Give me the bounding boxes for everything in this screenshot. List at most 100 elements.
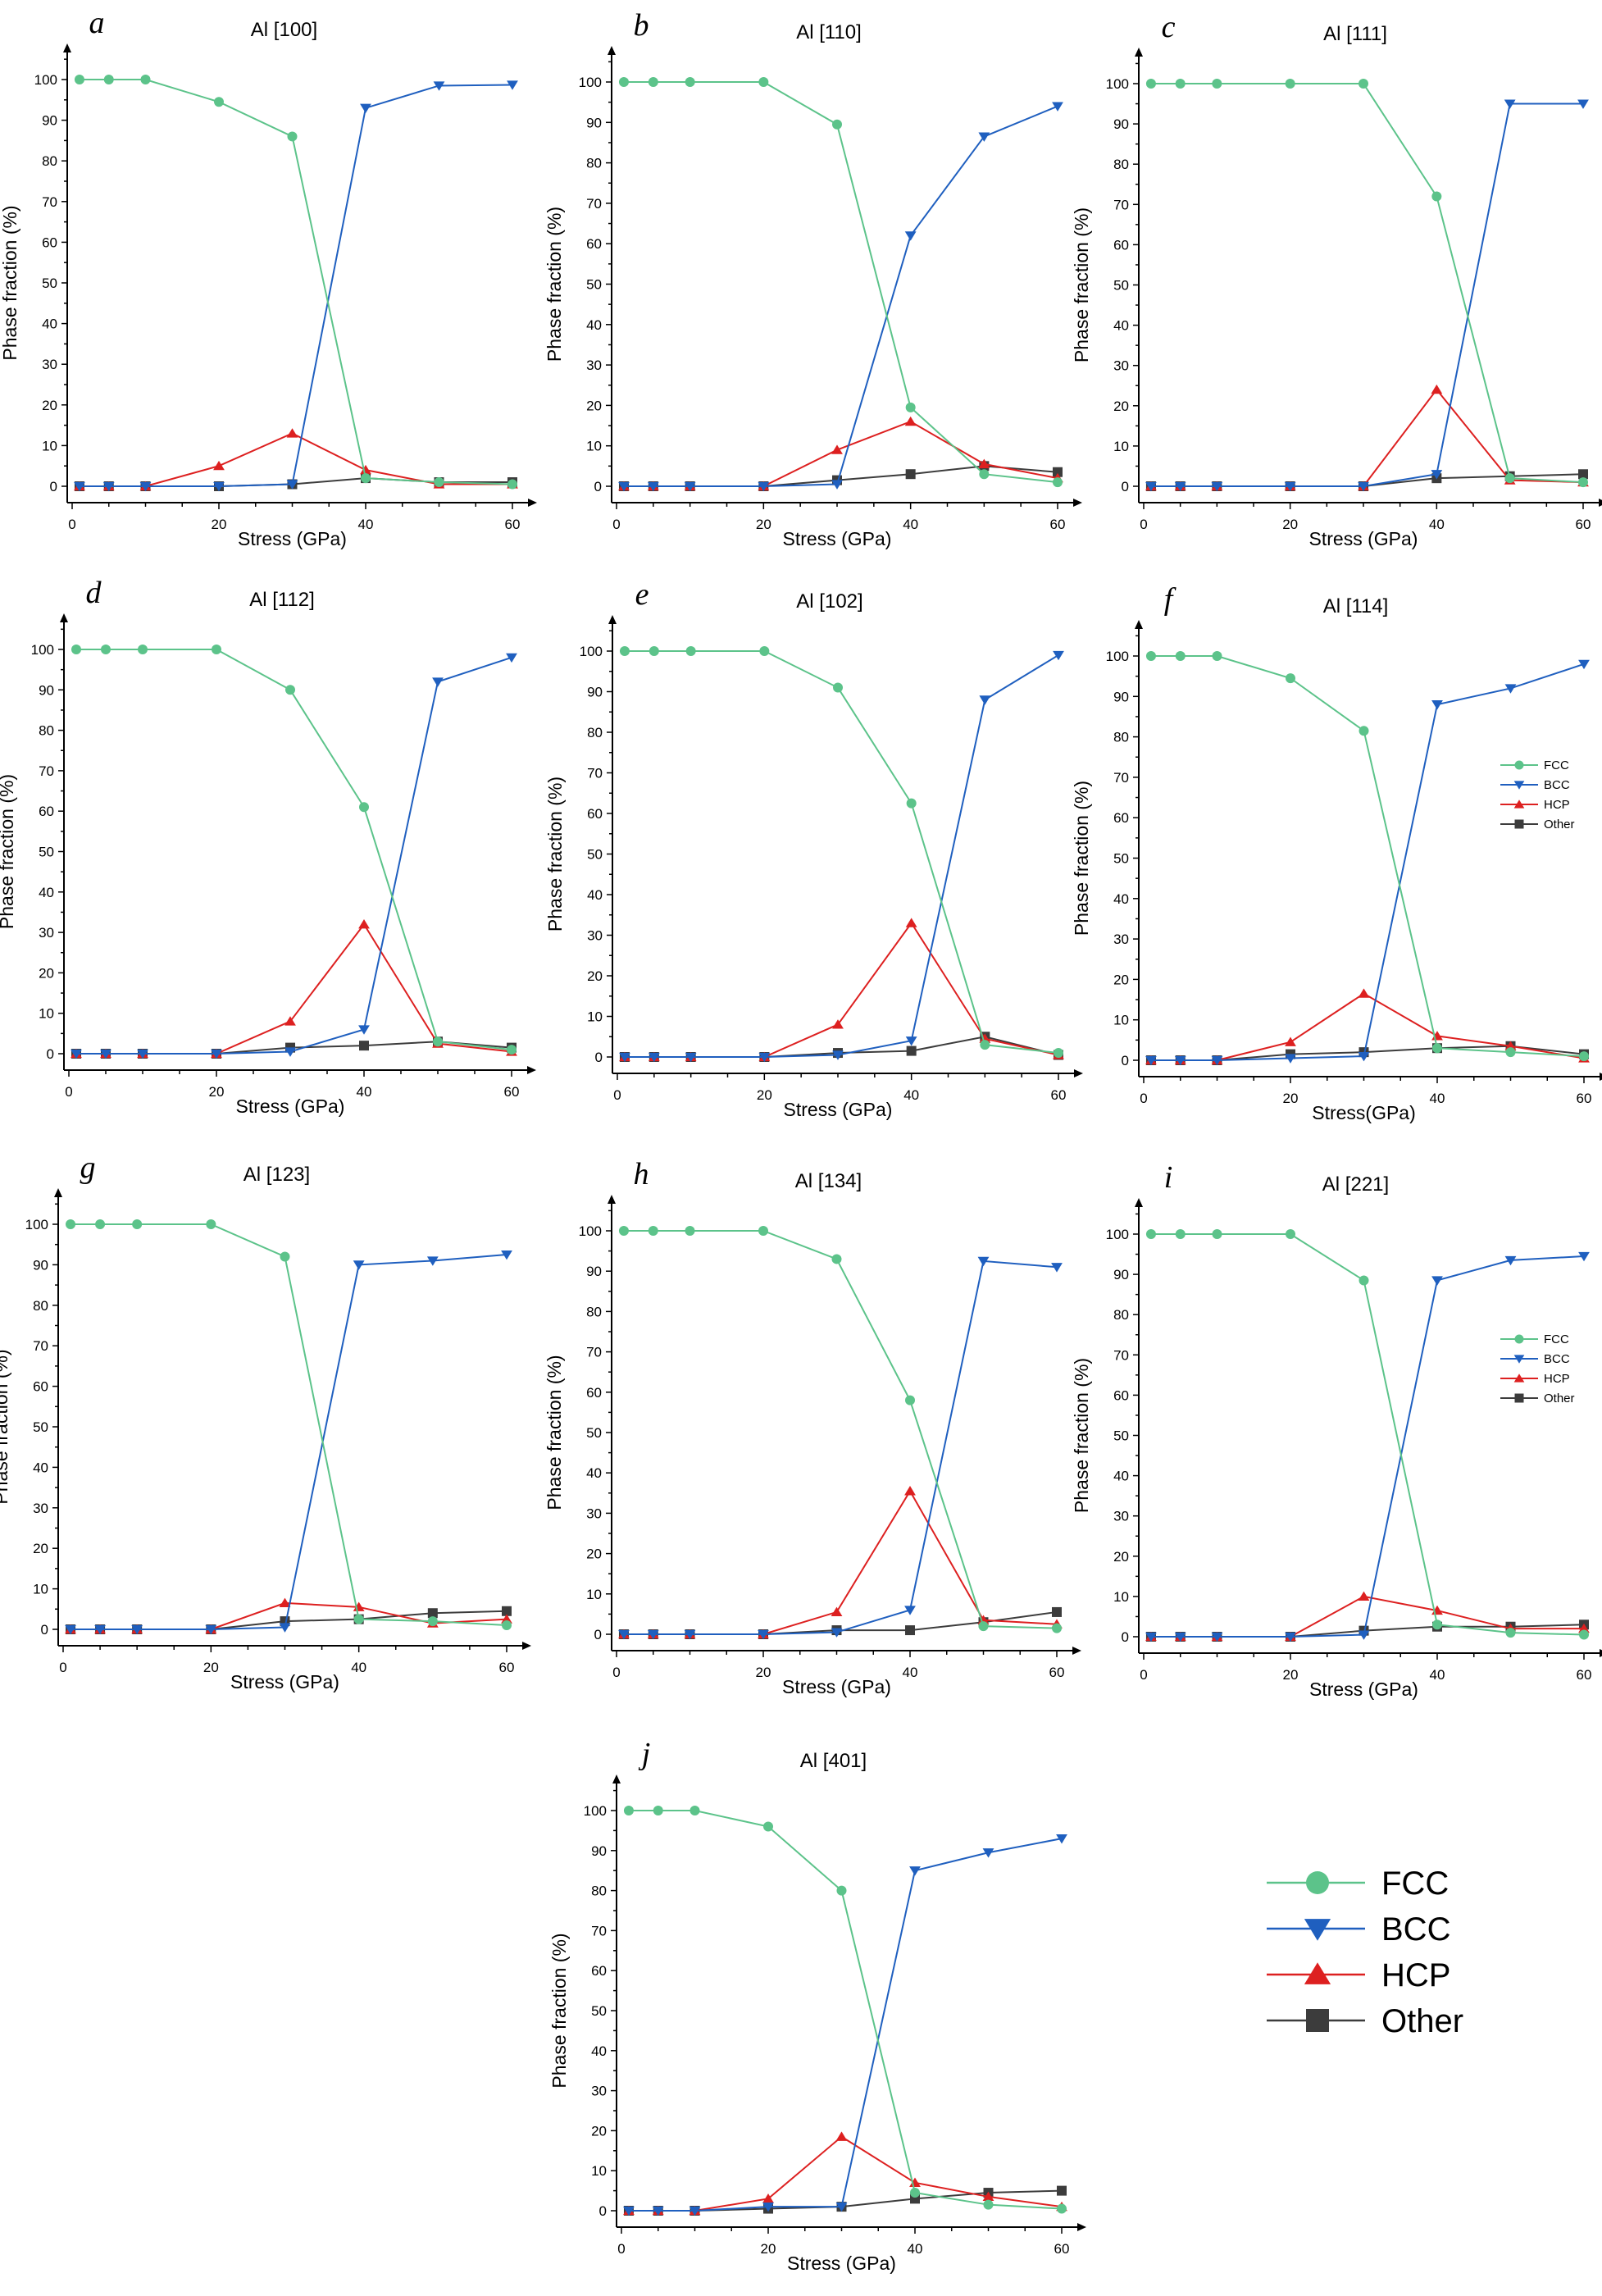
panel-g: 0 10 20 30 40 50 60 70 80 90 100 0 20 40 60 Stress (GPa… [0, 1150, 531, 1692]
legend-marker-bcc [1513, 781, 1525, 790]
data-point-other [1053, 467, 1063, 477]
x-axis-arrow [1600, 1649, 1602, 1657]
data-point-fcc [1175, 651, 1186, 661]
data-point-fcc [361, 473, 371, 484]
y-tick-label: 90 [586, 115, 602, 130]
data-point-fcc [623, 1806, 634, 1815]
x-axis-label: Stress (GPa) [782, 1676, 891, 1697]
y-axis-label: Phase fraction (%) [544, 1355, 565, 1510]
data-point-bcc [1145, 1055, 1157, 1066]
data-point-bcc [904, 231, 917, 241]
x-tick-label: 20 [756, 1665, 771, 1680]
data-point-bcc [1211, 1055, 1223, 1066]
data-point-bcc [1145, 1632, 1157, 1642]
data-point-bcc [1578, 1251, 1590, 1262]
y-tick-label: 30 [587, 928, 603, 944]
data-point-fcc [1431, 191, 1442, 202]
y-axis-arrow [612, 1774, 621, 1784]
data-point-bcc [1504, 99, 1516, 109]
data-point-bcc [1578, 659, 1590, 670]
legend-label-other: Other [1544, 1392, 1575, 1405]
series-line-fcc [79, 79, 513, 485]
y-tick-label: 0 [595, 1050, 603, 1065]
y-axis-arrow [60, 613, 68, 622]
data-point-bcc [360, 103, 371, 114]
y-tick-label: 30 [33, 1501, 48, 1516]
y-tick-label: 90 [591, 1843, 607, 1859]
y-tick-label: 50 [591, 2003, 607, 2019]
data-point-other [905, 469, 916, 480]
y-tick-label: 0 [599, 2203, 607, 2219]
y-tick-label: 60 [33, 1379, 48, 1395]
y-tick-label: 100 [579, 75, 602, 90]
data-point-bcc [1174, 1055, 1186, 1066]
y-axis-label: Phase fraction (%) [1071, 781, 1092, 936]
series-line-bcc [79, 84, 513, 487]
y-tick-label: 40 [591, 2043, 607, 2059]
x-tick-label: 20 [203, 1660, 219, 1675]
data-point-hcp [982, 2191, 994, 2202]
x-axis-arrow [527, 1066, 536, 1074]
data-point-fcc [1175, 1229, 1186, 1239]
data-point-fcc [206, 1219, 216, 1229]
x-tick-label: 60 [1051, 1087, 1067, 1103]
data-point-hcp [1578, 1623, 1590, 1633]
data-point-bcc [648, 1052, 660, 1063]
x-tick-label: 60 [499, 1660, 515, 1675]
data-point-fcc [1057, 2203, 1067, 2214]
panel-title: Al [112] [249, 589, 315, 611]
y-tick-label: 10 [587, 1009, 603, 1025]
figure-legend-marker-hcp [1304, 1962, 1331, 1984]
x-tick-label: 60 [1050, 517, 1066, 532]
x-tick-label: 60 [1576, 517, 1591, 532]
data-point-bcc [1211, 481, 1223, 492]
data-point-hcp [835, 2131, 848, 2141]
data-point-hcp [284, 1016, 296, 1026]
data-point-fcc [101, 645, 111, 654]
series-line-fcc [1150, 1233, 1585, 1636]
figure-legend-marker-fcc [1306, 1871, 1329, 1894]
data-point-bcc [1358, 1051, 1370, 1062]
y-tick-label: 70 [1113, 770, 1129, 786]
panel-letter: d [86, 576, 102, 610]
y-tick-label: 80 [1113, 1307, 1129, 1323]
x-axis-arrow [1600, 1073, 1602, 1081]
y-tick-label: 90 [1113, 116, 1129, 132]
data-point-other [359, 1041, 369, 1051]
data-point-fcc [758, 1226, 768, 1236]
y-axis-arrow [608, 1195, 616, 1204]
data-point-bcc [1577, 99, 1589, 109]
y-tick-label: 0 [594, 1627, 602, 1642]
data-point-fcc [280, 1251, 290, 1262]
y-tick-label: 90 [42, 113, 57, 129]
x-tick-label: 40 [358, 517, 374, 532]
data-point-bcc [1358, 1630, 1370, 1640]
legend-label-hcp: HCP [1544, 1372, 1570, 1386]
y-tick-label: 40 [1113, 318, 1129, 334]
y-tick-label: 20 [1113, 972, 1129, 987]
panel-letter: i [1164, 1160, 1173, 1195]
data-point-fcc [1432, 1620, 1442, 1630]
series-line-bcc [624, 654, 1059, 1058]
y-tick-label: 30 [39, 925, 54, 941]
data-point-bcc [1431, 700, 1443, 710]
y-tick-label: 10 [586, 439, 602, 454]
data-point-fcc [910, 2188, 920, 2198]
series-line-hcp [628, 2135, 1063, 2212]
x-tick-label: 20 [1282, 517, 1298, 532]
data-point-hcp [286, 428, 298, 438]
data-point-fcc [1579, 1051, 1589, 1062]
y-tick-label: 100 [34, 72, 57, 88]
data-point-fcc [983, 2199, 994, 2210]
data-point-bcc [137, 1049, 148, 1059]
y-tick-label: 0 [50, 479, 57, 494]
data-point-fcc [1212, 79, 1222, 89]
data-point-fcc [648, 77, 658, 87]
x-axis-label: Stress (GPa) [238, 528, 347, 549]
data-point-other [502, 1606, 512, 1616]
x-tick-label: 60 [1049, 1665, 1065, 1680]
y-tick-label: 70 [33, 1338, 48, 1354]
data-point-fcc [906, 798, 917, 809]
series-line-hcp [624, 921, 1059, 1058]
